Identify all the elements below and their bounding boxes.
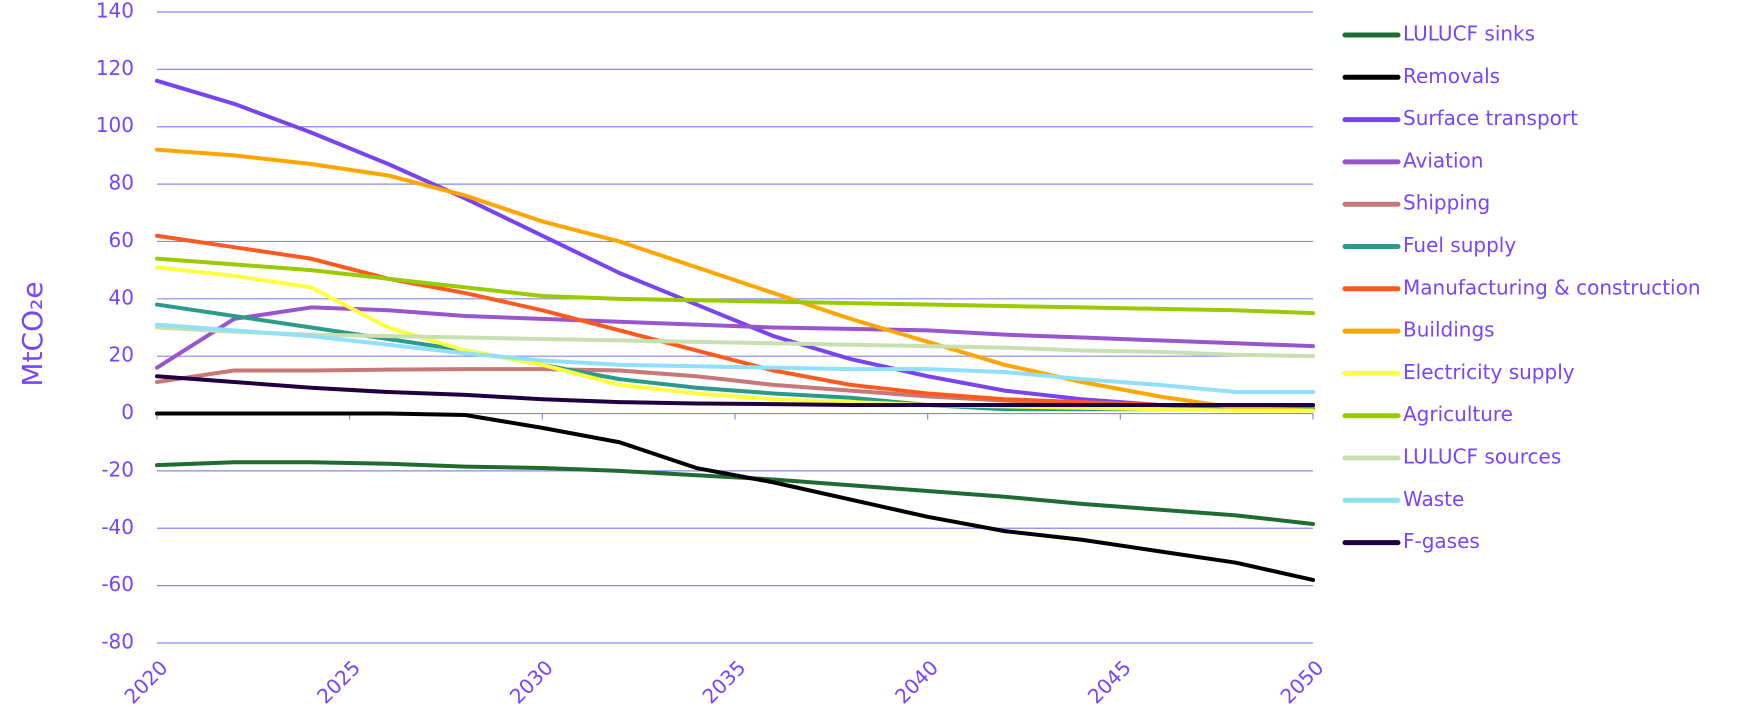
y-tick-label: -20	[101, 457, 134, 481]
legend-label: LULUCF sinks	[1403, 22, 1535, 46]
x-tick-label: 2045	[1083, 655, 1136, 708]
series-line	[155, 460, 1315, 526]
legend-label: Buildings	[1403, 318, 1495, 342]
series-line	[155, 325, 1315, 359]
y-tick-label: -40	[101, 515, 134, 539]
y-axis-label: MtCO₂e	[16, 281, 49, 386]
y-tick-label: 40	[109, 285, 134, 309]
series-line	[155, 322, 1315, 395]
y-tick-label: 140	[96, 0, 134, 23]
series-line	[155, 256, 1315, 316]
legend-label: Electricity supply	[1403, 360, 1575, 384]
y-tick-label: 120	[96, 56, 134, 80]
series-line	[155, 411, 1315, 582]
y-tick-label: -60	[101, 572, 134, 596]
legend-label: Agriculture	[1403, 402, 1513, 426]
legend-label: Manufacturing & construction	[1403, 275, 1701, 299]
legend-label: F-gases	[1403, 529, 1480, 553]
y-tick-label: 20	[109, 343, 134, 367]
x-tick-label: 2050	[1275, 655, 1328, 708]
x-tick-label: 2025	[312, 655, 365, 708]
legend-label: Waste	[1403, 487, 1464, 511]
y-tick-label: -80	[101, 630, 134, 654]
x-tick-label: 2020	[119, 655, 172, 708]
legend-label: Aviation	[1403, 148, 1483, 172]
series-line	[155, 374, 1315, 407]
legend-label: Surface transport	[1403, 106, 1578, 130]
legend-label: Shipping	[1403, 191, 1490, 215]
y-tick-label: 60	[109, 228, 134, 252]
x-tick-label: 2040	[890, 655, 943, 708]
y-tick-label: 0	[121, 400, 134, 424]
series-line	[155, 147, 1315, 413]
series-line	[155, 265, 1315, 413]
legend-label: Fuel supply	[1403, 233, 1516, 257]
x-tick-label: 2030	[505, 655, 558, 708]
x-tick-label: 2035	[697, 655, 750, 708]
y-tick-label: 100	[96, 113, 134, 137]
legend-label: LULUCF sources	[1403, 445, 1561, 469]
y-tick-label: 80	[109, 171, 134, 195]
legend-label: Removals	[1403, 64, 1500, 88]
